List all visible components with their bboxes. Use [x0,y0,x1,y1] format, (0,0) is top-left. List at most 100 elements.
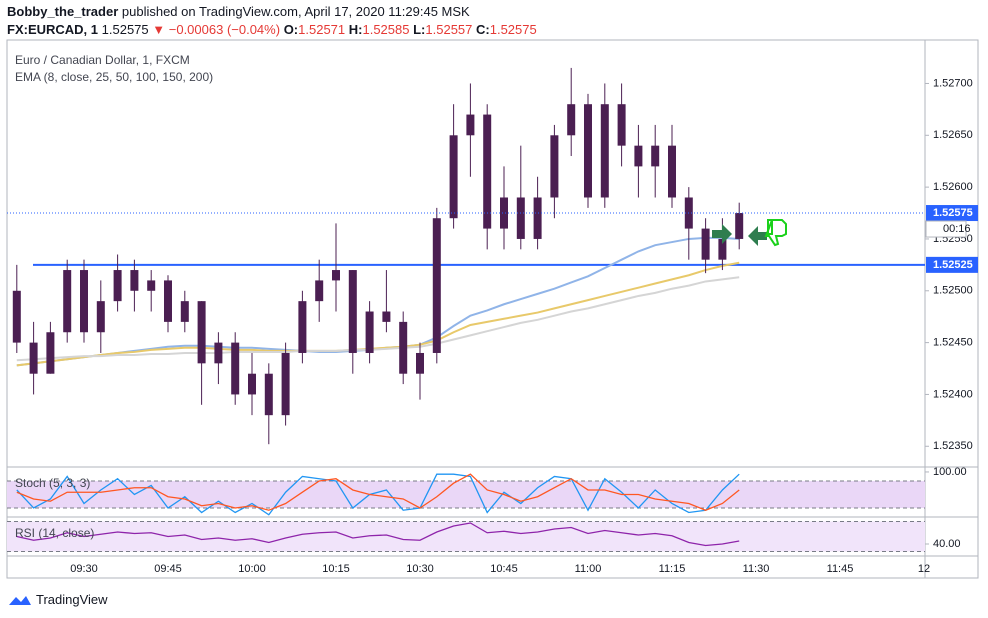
overlay [712,219,787,247]
price-label: 1.52575 [933,207,973,219]
x-tick-label: 10:00 [238,563,266,575]
candle-body [382,311,391,322]
band [7,521,925,552]
indicator-line [16,473,740,516]
x-tick-label: 12 [918,563,930,575]
candle-body [46,332,55,374]
candle-body [264,373,273,416]
candle-body [550,135,559,198]
author: Bobby_the_trader [7,4,119,19]
candle-body [248,373,256,395]
x-tick-label: 11:00 [575,563,602,575]
pane-subtitle: EMA (8, close, 25, 50, 100, 150, 200) [15,70,213,84]
candle-body [231,342,240,395]
change: ▼ −0.00063 (−0.04%) [152,22,281,37]
pane-title: Euro / Canadian Dollar, 1, FXCM [15,53,190,67]
candle-body [332,270,340,281]
candle-body [113,270,122,302]
candle-body [651,145,660,167]
countdown: 00:16 [943,223,971,235]
candle-body [12,290,21,343]
close-value: 1.52575 [489,22,537,37]
candle-body [718,238,727,260]
x-tick-label: 11:30 [743,563,770,575]
y-tick-label: 100.00 [933,466,967,478]
candle-body [701,228,710,260]
candle-body [164,280,172,322]
candle-body [281,352,290,416]
candle-body [197,301,206,364]
x-tick-label: 09:30 [70,563,98,575]
candle-body [180,301,189,322]
y-tick-label: 40.00 [933,538,961,550]
candle-body [516,197,525,239]
candle-body [567,104,576,136]
candle-body [668,145,676,198]
close-label: C: [476,22,490,37]
y-tick-label: 1.52600 [933,181,973,193]
candle-body [298,301,307,353]
arrow-left [748,226,767,246]
countdown-box [925,220,967,238]
candle-body [634,145,643,167]
x-tick-label: 10:45 [490,563,518,575]
y-tick-label: 1.52400 [933,388,973,400]
open-label: O: [283,22,299,37]
low-label: L: [413,22,426,37]
publish-line: Bobby_the_trader published on TradingVie… [7,4,470,19]
pane-title: Stoch (5, 3, 3) [15,476,90,490]
logo [9,595,31,605]
x-tick-label: 11:15 [659,563,686,575]
candle-body [29,342,38,374]
y-tick-label: 1.52500 [933,285,973,297]
chart-frame [6,39,979,579]
candle-body [130,270,139,291]
candle-body [348,270,357,353]
symbol-line: FX:EURCAD, 1 1.52575 ▼ −0.00063 (−0.04%)… [7,22,537,37]
candle-body [449,135,458,219]
y-tick-label: 1.52650 [933,129,973,141]
candle-body [735,213,744,239]
symbol: FX:EURCAD, 1 [7,22,99,37]
candle-body [500,197,508,229]
low-value: 1.52557 [425,22,473,37]
chart: 1.523501.524001.524501.525001.525501.526… [6,39,979,579]
candle-body [533,197,542,239]
candle-body [80,270,88,333]
candle-body [365,311,374,353]
candle-body [315,280,324,302]
x-tick-label: 10:30 [406,563,434,575]
publish-info: published on TradingView.com, April 17, … [121,4,470,19]
y-tick-label: 1.52450 [933,337,973,349]
candle-body [617,104,626,146]
candle-body [432,218,441,353]
candle-body [466,114,475,136]
high-label: H: [348,22,363,37]
footer: TradingView [8,592,108,607]
x-tick-label: 10:15 [322,563,350,575]
x-tick-label: 09:45 [154,563,182,575]
candle-body [399,321,408,374]
x-tick-label: 11:45 [827,563,854,575]
thumb-down-icon [764,219,787,247]
candle-body [63,270,72,333]
high-value: 1.52585 [362,22,410,37]
indicator-line [16,236,740,367]
candle-body [600,104,609,198]
band [7,480,925,508]
indicator-line [16,522,740,547]
candle-body [96,301,105,333]
open-value: 1.52571 [298,22,346,37]
indicator-line [16,261,740,367]
candle-body [214,342,223,364]
plot-area [7,67,925,552]
brand: TradingView [36,592,108,607]
last-price: 1.52575 [101,22,149,37]
arrow-right [712,224,732,244]
candle-body [483,114,492,229]
pane-title: RSI (14, close) [15,526,94,540]
y-tick-label: 1.52350 [933,440,973,452]
price-label-box [926,256,978,273]
price-label: 1.52525 [933,259,973,271]
